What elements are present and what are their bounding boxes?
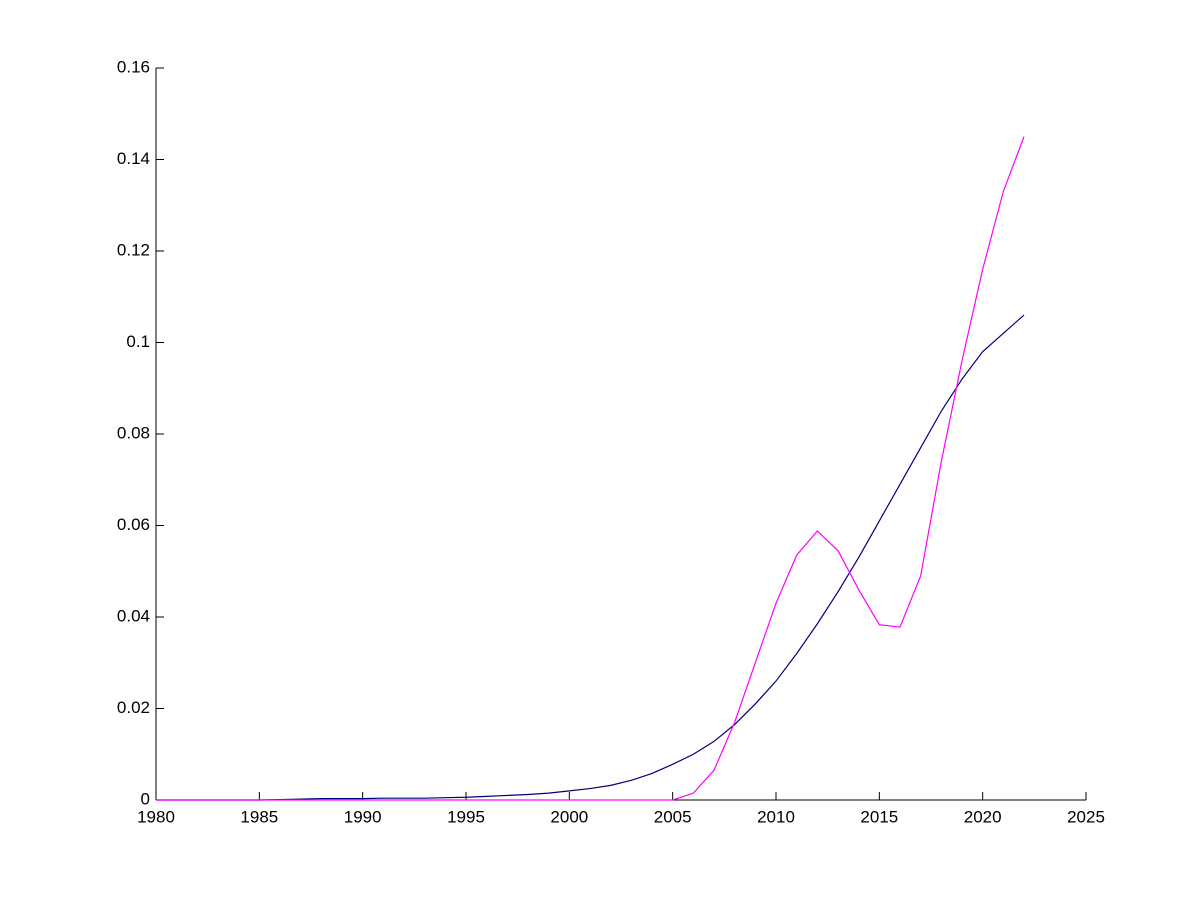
y-tick-label: 0 [141,789,150,808]
y-tick-label: 0.02 [117,698,150,717]
x-tick-label: 2005 [654,807,692,826]
x-tick-label: 2015 [860,807,898,826]
x-tick-label: 2020 [964,807,1002,826]
x-tick-label: 1985 [240,807,278,826]
x-tick-label: 2025 [1067,807,1105,826]
x-tick-label: 1980 [137,807,175,826]
y-tick-label: 0.16 [117,57,150,76]
x-tick-label: 2000 [550,807,588,826]
x-tick-label: 1990 [344,807,382,826]
x-tick-label: 2010 [757,807,795,826]
y-tick-label: 0.04 [117,606,150,625]
y-tick-label: 0.12 [117,240,150,259]
x-tick-label: 1995 [447,807,485,826]
series-line [156,136,1025,801]
series-line [156,314,1025,801]
y-tick-label: 0.08 [117,423,150,442]
y-tick-label: 0.1 [126,332,150,351]
y-tick-label: 0.14 [117,149,150,168]
y-tick-label: 0.06 [117,515,150,534]
